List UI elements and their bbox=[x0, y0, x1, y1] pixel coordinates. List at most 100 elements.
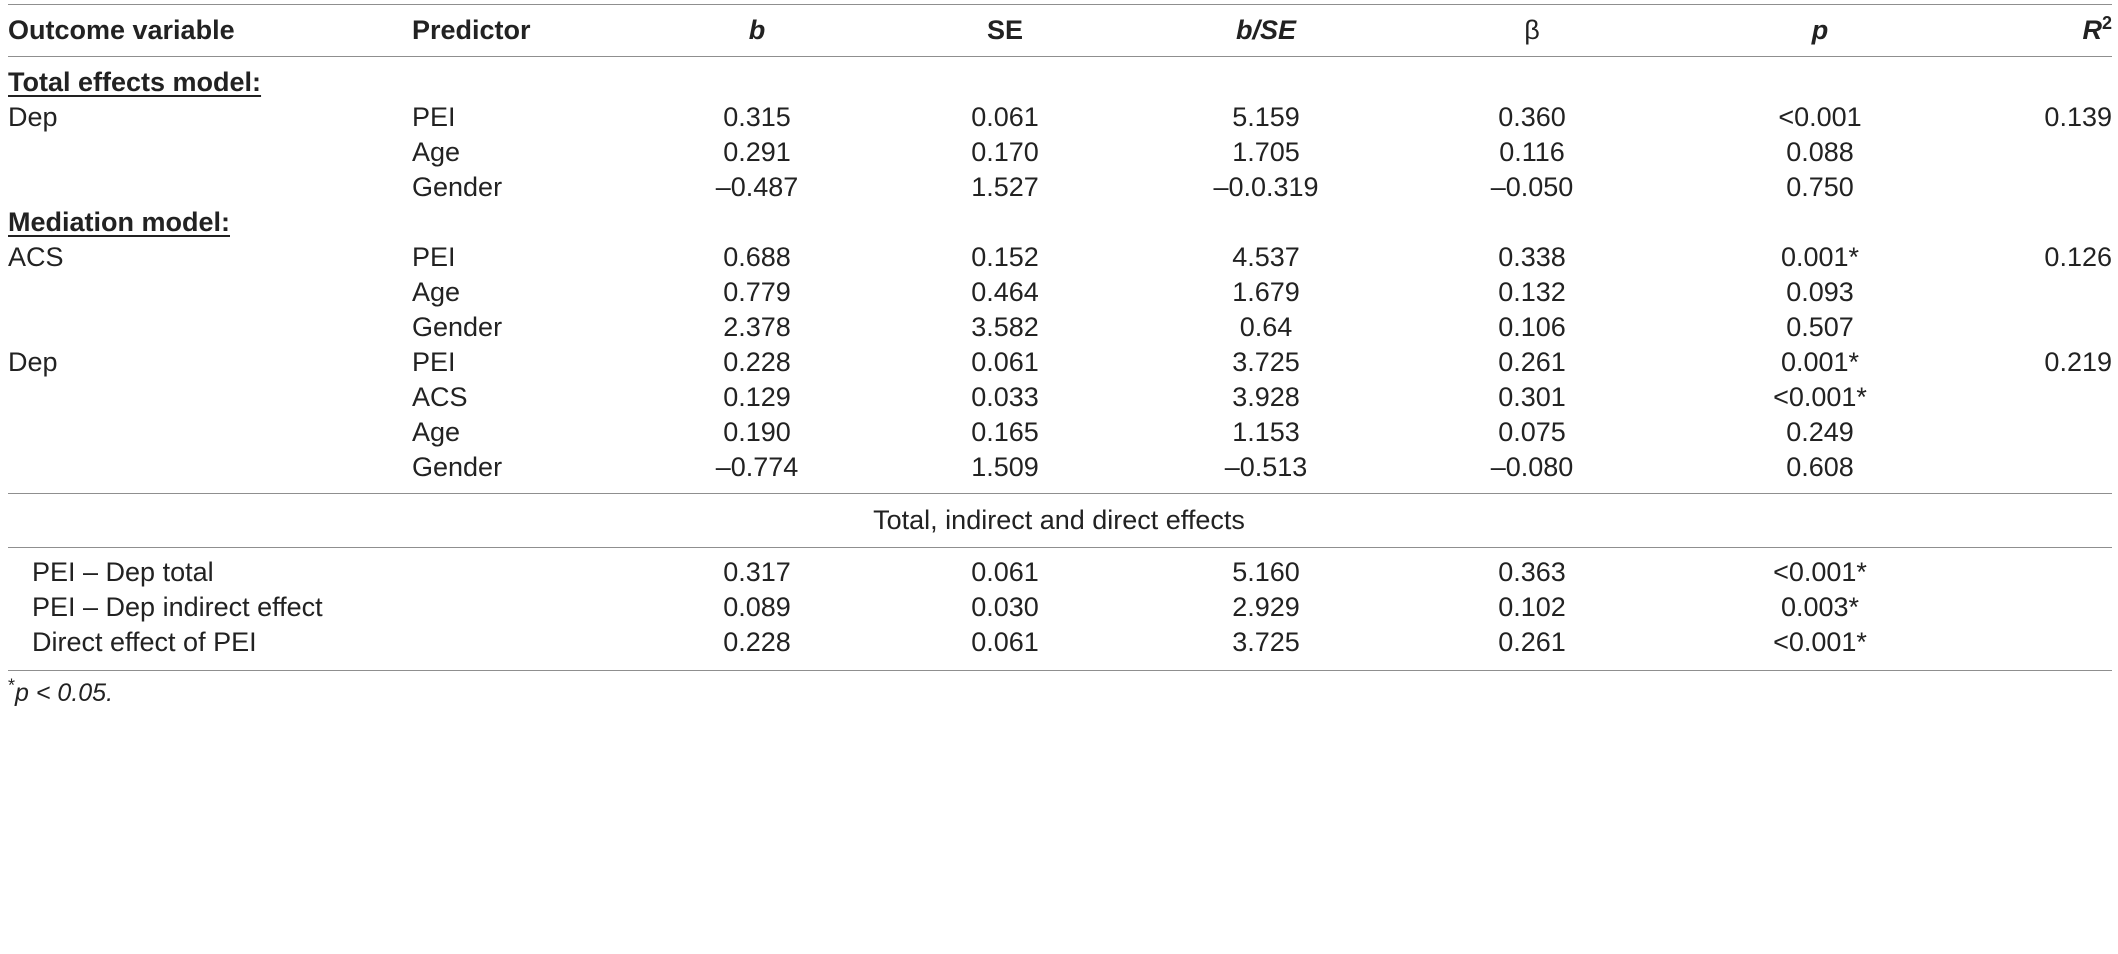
cell-beta: 0.363 bbox=[1498, 557, 1566, 587]
cell-p: 0.750 bbox=[1786, 172, 1854, 202]
cell-b: –0.487 bbox=[715, 172, 799, 202]
footnote-text: p < 0.05. bbox=[15, 679, 114, 707]
table-row: ACS PEI 0.688 0.152 4.537 0.338 0.001* 0.126 bbox=[0, 234, 2118, 281]
section-mediation: Mediation model: bbox=[0, 199, 2118, 246]
cell-p: 0.507 bbox=[1786, 312, 1854, 342]
cell-predictor: Gender bbox=[412, 452, 503, 482]
cell-b-se: 3.725 bbox=[1232, 627, 1300, 657]
table-row: Age 0.291 0.170 1.705 0.116 0.088 bbox=[0, 129, 2118, 176]
cell-b-se: 1.705 bbox=[1232, 137, 1300, 167]
cell-se: 0.061 bbox=[971, 627, 1039, 657]
cell-b-se: 4.537 bbox=[1232, 242, 1300, 272]
cell-p: <0.001* bbox=[1773, 382, 1867, 412]
cell-p: 0.088 bbox=[1786, 137, 1854, 167]
table-row: Gender –0.487 1.527 –0.0.319 –0.050 0.750 bbox=[0, 164, 2118, 211]
bottom-rule bbox=[8, 670, 2112, 671]
header-rule bbox=[8, 56, 2112, 57]
cell-se: 0.061 bbox=[971, 102, 1039, 132]
cell-beta: 0.338 bbox=[1498, 242, 1566, 272]
cell-beta: 0.360 bbox=[1498, 102, 1566, 132]
cell-b-se: –0.513 bbox=[1224, 452, 1308, 482]
cell-se: 0.030 bbox=[971, 592, 1039, 622]
cell-predictor: PEI bbox=[412, 347, 456, 377]
cell-se: 0.061 bbox=[971, 347, 1039, 377]
cell-se: 0.033 bbox=[971, 382, 1039, 412]
cell-p: 0.001* bbox=[1780, 242, 1860, 272]
cell-b: 0.089 bbox=[723, 592, 791, 622]
cell-b: –0.774 bbox=[715, 452, 799, 482]
cell-p: 0.249 bbox=[1786, 417, 1854, 447]
cell-se: 1.509 bbox=[971, 452, 1039, 482]
cell-b: 2.378 bbox=[723, 312, 791, 342]
cell-predictor: Age bbox=[412, 277, 461, 307]
cell-p: <0.001 bbox=[1778, 102, 1862, 132]
cell-p: 0.608 bbox=[1786, 452, 1854, 482]
section-mediation-label: Mediation model: bbox=[8, 207, 230, 237]
cell-beta: 0.301 bbox=[1498, 382, 1566, 412]
mediation-bottom-rule bbox=[8, 493, 2112, 494]
cell-b-se: 1.679 bbox=[1232, 277, 1300, 307]
cell-b-se: –0.0.319 bbox=[1213, 172, 1319, 202]
cell-p: 0.001* bbox=[1780, 347, 1860, 377]
table-row: Dep PEI 0.315 0.061 5.159 0.360 <0.001 0.139 bbox=[0, 94, 2118, 141]
cell-r2: 0.126 bbox=[2044, 242, 2112, 272]
cell-b: 0.228 bbox=[723, 347, 791, 377]
cell-b-se: 2.929 bbox=[1232, 592, 1300, 622]
cell-se: 0.152 bbox=[971, 242, 1039, 272]
cell-b-se: 0.64 bbox=[1239, 312, 1293, 342]
header-r2: R2 bbox=[2082, 7, 2112, 54]
cell-beta: 0.075 bbox=[1498, 417, 1566, 447]
cell-b-se: 3.928 bbox=[1232, 382, 1300, 412]
cell-p: <0.001* bbox=[1773, 627, 1867, 657]
cell-predictor: Age bbox=[412, 417, 461, 447]
cell-se: 0.464 bbox=[971, 277, 1039, 307]
cell-p: 0.093 bbox=[1786, 277, 1854, 307]
cell-beta: 0.116 bbox=[1499, 137, 1565, 167]
cell-predictor: Gender bbox=[412, 312, 503, 342]
cell-beta: 0.102 bbox=[1498, 592, 1566, 622]
header-predictor: Predictor bbox=[412, 15, 531, 45]
cell-b-se: 1.153 bbox=[1232, 417, 1300, 447]
table-row: Dep PEI 0.228 0.061 3.725 0.261 0.001* 0.219 bbox=[0, 339, 2118, 386]
effects-title: Total, indirect and direct effects bbox=[873, 505, 1245, 535]
cell-b: 0.129 bbox=[723, 382, 791, 412]
header-b: b bbox=[748, 15, 766, 45]
cell-b: 0.779 bbox=[723, 277, 791, 307]
cell-predictor: PEI bbox=[412, 102, 456, 132]
cell-b: 0.315 bbox=[723, 102, 791, 132]
cell-p: <0.001* bbox=[1773, 557, 1867, 587]
table-row: PEI – Dep total 0.317 0.061 5.160 0.363 <0.00… bbox=[0, 549, 2118, 596]
section-total-effects: Total effects model: bbox=[0, 59, 2118, 106]
cell-beta: 0.106 bbox=[1498, 312, 1566, 342]
cell-effect-label: PEI – Dep total bbox=[32, 557, 214, 587]
header-row: Outcome variable Predictor b SE b/SE β p… bbox=[0, 7, 2118, 54]
cell-beta: –0.050 bbox=[1490, 172, 1574, 202]
cell-beta: 0.261 bbox=[1498, 627, 1566, 657]
header-b-se: b/SE bbox=[1235, 15, 1296, 45]
cell-effect-label: PEI – Dep indirect effect bbox=[32, 592, 323, 622]
header-r2-sup: 2 bbox=[2101, 13, 2112, 33]
section-total-effects-label: Total effects model: bbox=[8, 67, 262, 97]
cell-predictor: ACS bbox=[412, 382, 468, 412]
cell-b: 0.688 bbox=[723, 242, 791, 272]
cell-effect-label: Direct effect of PEI bbox=[32, 627, 257, 657]
cell-se: 0.061 bbox=[971, 557, 1039, 587]
top-rule bbox=[8, 4, 2112, 5]
cell-b: 0.228 bbox=[723, 627, 791, 657]
header-outcome: Outcome variable bbox=[8, 15, 235, 45]
cell-se: 0.165 bbox=[971, 417, 1039, 447]
cell-outcome: ACS bbox=[8, 242, 64, 272]
cell-b: 0.317 bbox=[723, 557, 791, 587]
footnote: *p < 0.05. bbox=[8, 676, 113, 710]
cell-predictor: Age bbox=[412, 137, 461, 167]
cell-b-se: 5.160 bbox=[1232, 557, 1300, 587]
header-beta: β bbox=[1524, 15, 1540, 45]
header-r2-base: R bbox=[2082, 15, 2102, 45]
cell-predictor: Gender bbox=[412, 172, 503, 202]
cell-b: 0.291 bbox=[723, 137, 791, 167]
cell-outcome: Dep bbox=[8, 102, 58, 132]
cell-b-se: 5.159 bbox=[1232, 102, 1300, 132]
cell-r2: 0.219 bbox=[2044, 347, 2112, 377]
header-se: SE bbox=[986, 15, 1024, 45]
footnote-mark: * bbox=[8, 675, 16, 696]
